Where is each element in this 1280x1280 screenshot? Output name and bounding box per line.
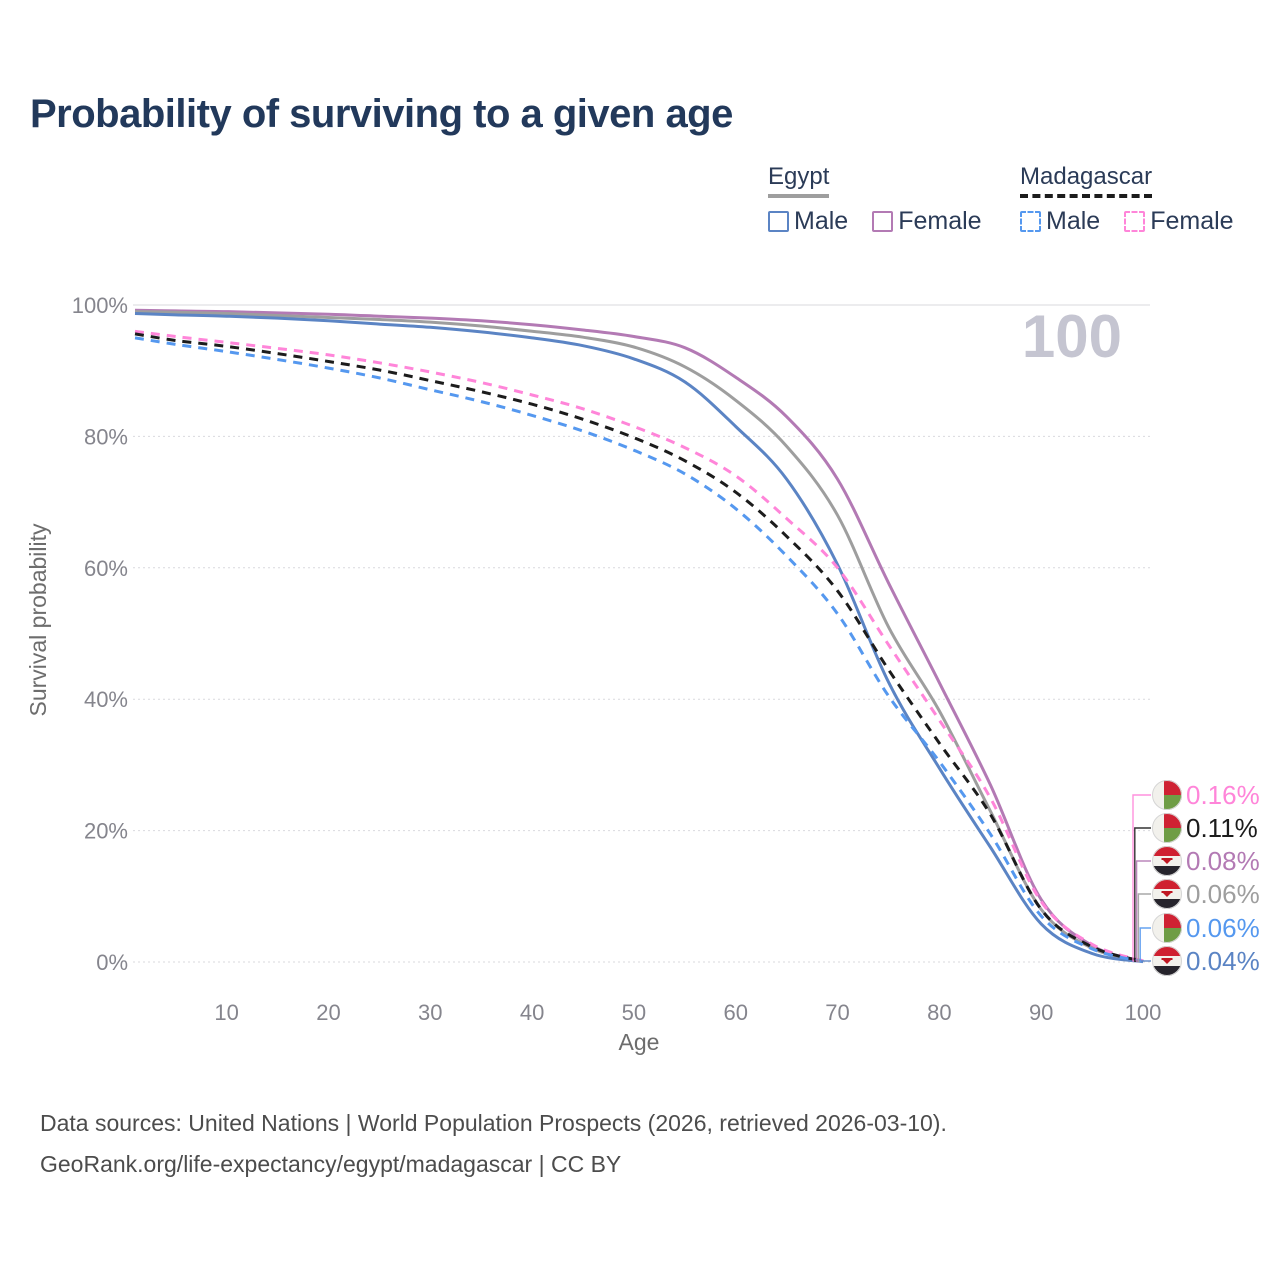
series-line-egypt-male[interactable] (134, 312, 1144, 964)
egypt-flag-icon (1152, 946, 1182, 976)
endpoint-value-label: 0.11% (1186, 813, 1258, 843)
attribution-text: GeoRank.org/life-expectancy/egypt/madaga… (40, 1151, 622, 1177)
legend-label-madagascar-male: Male (1046, 207, 1101, 235)
x-tick-label: 50 (622, 1000, 646, 1025)
endpoint-value-label: 0.06% (1186, 879, 1260, 909)
legend-label-egypt-male: Male (794, 207, 849, 235)
legend-item-madagascar-male[interactable]: Male (1020, 207, 1100, 236)
legend-item-egypt-female[interactable]: Female (872, 207, 982, 236)
data-sources-text: Data sources: United Nations | World Pop… (40, 1110, 947, 1136)
legend-label-egypt-female: Female (898, 207, 982, 235)
flag-icon-border (1152, 780, 1182, 810)
y-tick-label: 40% (84, 687, 128, 712)
y-tick-label: 100% (72, 293, 128, 318)
legend-item-madagascar-female[interactable]: Female (1124, 207, 1234, 236)
hovered-age-watermark: 100 (1022, 303, 1122, 370)
x-tick-label: 70 (825, 1000, 849, 1025)
legend-header-egypt: Egypt (768, 163, 830, 198)
legend-items-madagascar: Male Female (1020, 207, 1234, 236)
legend-swatch-egypt-female (872, 211, 894, 232)
series-line-egypt-female[interactable] (134, 308, 1144, 963)
x-tick-label: 80 (927, 1000, 951, 1025)
endpoint-value-label: 0.16% (1186, 780, 1260, 810)
legend-label-madagascar-female: Female (1150, 207, 1234, 235)
legend-item-egypt-male[interactable]: Male (768, 207, 848, 236)
legend-header-madagascar: Madagascar (1020, 163, 1153, 198)
legend-group-madagascar: Madagascar Male Female (1020, 163, 1234, 236)
y-tick-label: 80% (84, 424, 128, 449)
x-tick-label: 40 (520, 1000, 544, 1025)
egypt-flag-icon (1152, 846, 1182, 876)
x-tick-label: 30 (418, 1000, 442, 1025)
series-line-madagascar-both-sexes[interactable] (134, 332, 1144, 963)
endpoint-value-label: 0.08% (1186, 846, 1260, 876)
x-tick-label: 60 (723, 1000, 747, 1025)
flag-icon-border (1152, 813, 1182, 843)
flag-icon-border (1152, 946, 1182, 976)
flag-icon-border (1152, 879, 1182, 909)
flag-icon-border (1152, 913, 1182, 943)
x-axis-title: Age (619, 1029, 660, 1055)
y-axis-title: Survival probability (25, 523, 51, 717)
y-tick-label: 0% (96, 950, 128, 975)
y-tick-label: 60% (84, 556, 128, 581)
legend-items-egypt: Male Female (768, 207, 982, 236)
series-line-madagascar-male[interactable] (134, 336, 1144, 964)
series-line-madagascar-female[interactable] (134, 329, 1144, 963)
legend-swatch-egypt-male (768, 211, 789, 232)
legend-swatch-madagascar-female (1124, 211, 1146, 232)
endpoint-value-label: 0.04% (1186, 946, 1260, 976)
chart-footer: Data sources: United Nations | World Pop… (40, 1103, 947, 1185)
y-tick-label: 20% (84, 819, 128, 844)
page-title: Probability of surviving to a given age (30, 92, 733, 136)
flag-icon-border (1152, 846, 1182, 876)
legend-swatch-madagascar-male (1020, 211, 1041, 232)
egypt-flag-icon (1152, 879, 1182, 909)
legend-group-egypt: Egypt Male Female (768, 163, 982, 236)
x-tick-label: 100 (1125, 1000, 1162, 1025)
x-tick-label: 20 (316, 1000, 340, 1025)
x-tick-label: 10 (214, 1000, 238, 1025)
plot-area[interactable] (135, 300, 1148, 965)
endpoint-connector-line (1141, 960, 1151, 963)
x-tick-label: 90 (1029, 1000, 1053, 1025)
endpoint-value-label: 0.06% (1186, 913, 1260, 943)
series-line-egypt-both-sexes[interactable] (134, 310, 1144, 964)
